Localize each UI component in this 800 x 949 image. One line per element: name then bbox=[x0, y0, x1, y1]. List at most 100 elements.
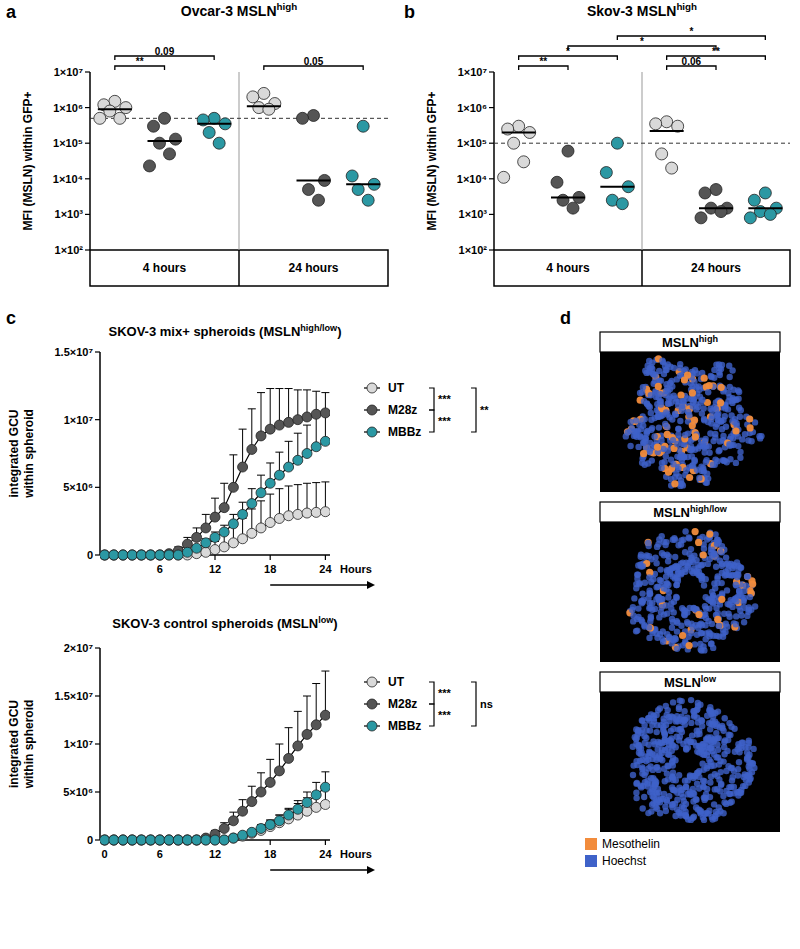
cell bbox=[663, 409, 669, 415]
cell bbox=[665, 594, 671, 600]
y-tick-label: 1×10⁷ bbox=[458, 66, 488, 78]
cell bbox=[716, 623, 722, 629]
cell bbox=[624, 429, 630, 435]
cell bbox=[718, 769, 724, 775]
cell bbox=[644, 429, 650, 435]
data-point bbox=[311, 507, 321, 517]
data-point bbox=[320, 799, 330, 809]
y-tick-label: 1×10³ bbox=[55, 208, 84, 220]
cell bbox=[689, 384, 695, 390]
data-point bbox=[557, 194, 569, 206]
cell bbox=[684, 738, 690, 744]
data-point bbox=[238, 806, 248, 816]
data-point bbox=[759, 187, 771, 199]
data-point bbox=[118, 550, 128, 560]
cell bbox=[657, 566, 663, 572]
cell bbox=[645, 540, 651, 546]
cell bbox=[691, 713, 697, 719]
x-tick bbox=[325, 555, 326, 560]
error-bar bbox=[257, 393, 265, 436]
data-point bbox=[100, 550, 110, 560]
cell bbox=[737, 449, 743, 455]
chart-title-part: low bbox=[318, 615, 334, 625]
cell bbox=[695, 539, 702, 546]
cell bbox=[638, 745, 644, 751]
significance-bracket bbox=[568, 46, 716, 50]
cell bbox=[717, 758, 723, 764]
cell bbox=[702, 438, 708, 444]
cell bbox=[667, 571, 673, 577]
data-point bbox=[109, 550, 119, 560]
data-point bbox=[256, 488, 266, 498]
data-point bbox=[346, 170, 358, 182]
data-point bbox=[164, 835, 174, 845]
cell bbox=[733, 460, 739, 466]
data-point bbox=[219, 835, 229, 845]
image-background bbox=[600, 522, 780, 662]
category-divider bbox=[641, 250, 643, 286]
cell bbox=[678, 623, 684, 629]
cell bbox=[634, 780, 640, 786]
cell bbox=[735, 772, 741, 778]
data-point bbox=[213, 137, 225, 149]
data-point bbox=[695, 212, 707, 224]
error-bar bbox=[312, 684, 320, 725]
data-point bbox=[228, 519, 238, 529]
cell bbox=[661, 459, 667, 465]
y-tick bbox=[489, 214, 494, 215]
cell bbox=[746, 607, 752, 613]
cell bbox=[646, 717, 652, 723]
cell bbox=[732, 427, 739, 434]
y-axis-label: within spheroid bbox=[22, 409, 36, 499]
x-tick bbox=[214, 555, 215, 560]
cell bbox=[707, 556, 713, 562]
cell bbox=[726, 363, 732, 369]
cell bbox=[714, 616, 721, 623]
cell bbox=[689, 446, 695, 452]
significance-label: 0.05 bbox=[304, 56, 324, 67]
data-point bbox=[127, 835, 137, 845]
cell bbox=[646, 635, 652, 641]
data-point bbox=[182, 835, 192, 845]
cell bbox=[706, 450, 712, 456]
cell bbox=[707, 726, 713, 732]
image-label-part: low bbox=[701, 674, 717, 684]
data-point bbox=[210, 545, 220, 555]
data-point bbox=[284, 462, 294, 472]
cell bbox=[681, 717, 687, 723]
cell bbox=[735, 443, 741, 449]
cell bbox=[661, 539, 667, 545]
data-point bbox=[210, 512, 220, 522]
data-point bbox=[238, 534, 248, 544]
image-label-part: MSLN bbox=[653, 505, 690, 520]
cell bbox=[715, 708, 721, 714]
image-label: MSLNhigh bbox=[662, 334, 718, 350]
x-axis-label: Hours bbox=[340, 848, 372, 860]
cell bbox=[705, 596, 711, 602]
data-point bbox=[155, 550, 165, 560]
y-tick-label: 0 bbox=[87, 834, 93, 846]
data-point bbox=[136, 835, 146, 845]
cell bbox=[735, 746, 741, 752]
cell bbox=[682, 528, 688, 534]
y-tick bbox=[95, 743, 100, 744]
cell bbox=[717, 724, 723, 730]
data-point bbox=[118, 835, 128, 845]
significance-bracket bbox=[519, 56, 618, 60]
cell bbox=[676, 772, 682, 778]
y-tick-label: 2×10⁷ bbox=[64, 642, 94, 654]
cell bbox=[648, 417, 654, 423]
panel-label: c bbox=[6, 308, 16, 328]
cell bbox=[696, 475, 702, 481]
category-divider bbox=[642, 72, 643, 250]
dot-plot-panel: Skov-3 MSLNhighMFI (MSLN) within GFP+1×1… bbox=[425, 1, 790, 286]
panel-label: a bbox=[6, 2, 17, 22]
cell bbox=[648, 808, 654, 814]
data-point bbox=[192, 835, 202, 845]
cell bbox=[746, 415, 753, 422]
cell bbox=[664, 423, 670, 429]
cell bbox=[727, 374, 733, 380]
data-point bbox=[311, 802, 321, 812]
cell bbox=[692, 433, 699, 440]
cell bbox=[675, 432, 681, 438]
